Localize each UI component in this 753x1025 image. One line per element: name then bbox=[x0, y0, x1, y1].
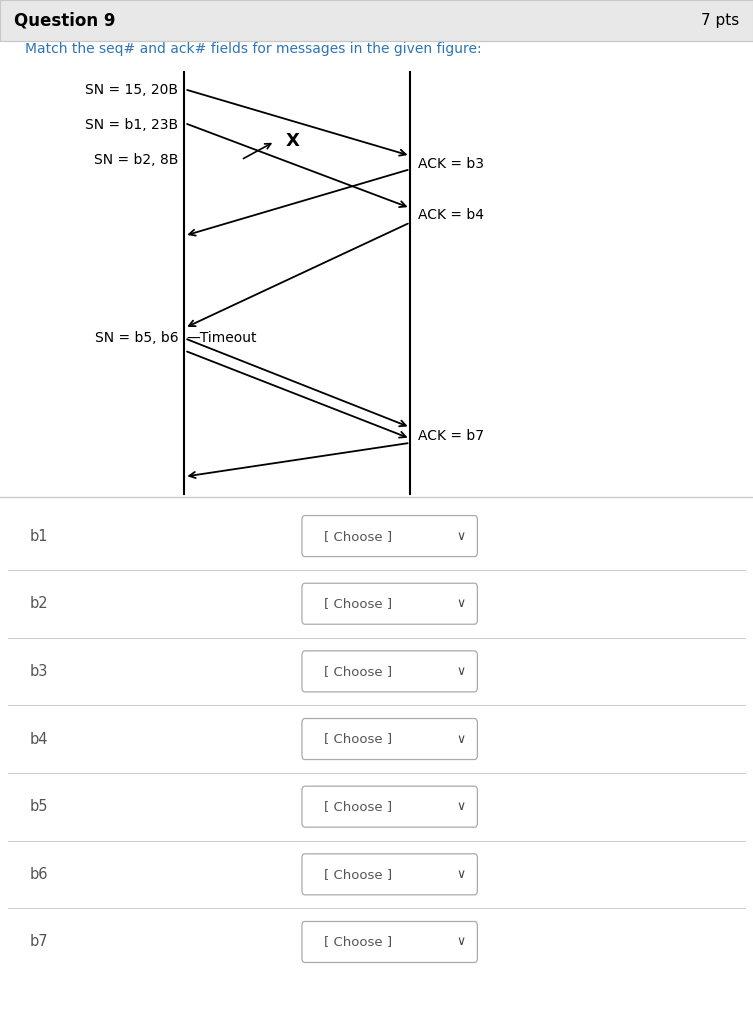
Text: —Timeout: —Timeout bbox=[187, 331, 258, 345]
Text: b2: b2 bbox=[30, 597, 49, 611]
Text: ∨: ∨ bbox=[456, 665, 465, 678]
Text: SN = b5, b6: SN = b5, b6 bbox=[95, 331, 178, 345]
FancyBboxPatch shape bbox=[0, 0, 753, 41]
FancyBboxPatch shape bbox=[302, 651, 477, 692]
Text: b6: b6 bbox=[30, 867, 49, 882]
Text: ∨: ∨ bbox=[456, 598, 465, 610]
Text: Match the seq# and ack# fields for messages in the given figure:: Match the seq# and ack# fields for messa… bbox=[25, 42, 481, 56]
Text: SN = b1, 23B: SN = b1, 23B bbox=[85, 118, 178, 132]
Text: Question 9: Question 9 bbox=[14, 11, 115, 30]
Text: ACK = b4: ACK = b4 bbox=[418, 208, 484, 222]
Text: 7 pts: 7 pts bbox=[701, 13, 739, 28]
Text: b1: b1 bbox=[30, 529, 49, 543]
Text: ∨: ∨ bbox=[456, 936, 465, 948]
Text: b7: b7 bbox=[30, 935, 49, 949]
Text: [ Choose ]: [ Choose ] bbox=[324, 868, 392, 880]
Text: [ Choose ]: [ Choose ] bbox=[324, 733, 392, 745]
FancyBboxPatch shape bbox=[302, 854, 477, 895]
Text: ACK = b7: ACK = b7 bbox=[418, 428, 484, 443]
Text: SN = b2, 8B: SN = b2, 8B bbox=[94, 153, 178, 167]
Text: b3: b3 bbox=[30, 664, 48, 679]
Text: X: X bbox=[286, 132, 300, 151]
Text: [ Choose ]: [ Choose ] bbox=[324, 598, 392, 610]
Text: ∨: ∨ bbox=[456, 801, 465, 813]
Text: SN = 15, 20B: SN = 15, 20B bbox=[85, 83, 178, 97]
FancyBboxPatch shape bbox=[302, 516, 477, 557]
Text: b4: b4 bbox=[30, 732, 49, 746]
Text: ∨: ∨ bbox=[456, 530, 465, 542]
Text: [ Choose ]: [ Choose ] bbox=[324, 530, 392, 542]
Text: b5: b5 bbox=[30, 800, 49, 814]
Text: ∨: ∨ bbox=[456, 868, 465, 880]
Text: ∨: ∨ bbox=[456, 733, 465, 745]
FancyBboxPatch shape bbox=[302, 719, 477, 760]
FancyBboxPatch shape bbox=[302, 786, 477, 827]
Text: [ Choose ]: [ Choose ] bbox=[324, 665, 392, 678]
Text: ACK = b3: ACK = b3 bbox=[418, 157, 484, 171]
FancyBboxPatch shape bbox=[302, 583, 477, 624]
Text: [ Choose ]: [ Choose ] bbox=[324, 801, 392, 813]
Text: [ Choose ]: [ Choose ] bbox=[324, 936, 392, 948]
FancyBboxPatch shape bbox=[302, 921, 477, 962]
